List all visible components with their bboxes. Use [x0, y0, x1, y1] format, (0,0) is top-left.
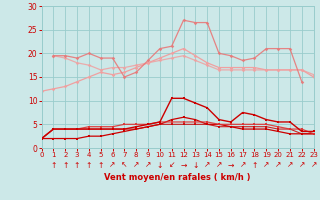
Text: ↗: ↗: [287, 160, 293, 170]
X-axis label: Vent moyen/en rafales ( km/h ): Vent moyen/en rafales ( km/h ): [104, 173, 251, 182]
Text: ↓: ↓: [157, 160, 163, 170]
Text: ↗: ↗: [133, 160, 140, 170]
Text: ↑: ↑: [86, 160, 92, 170]
Text: ↑: ↑: [98, 160, 104, 170]
Text: ↗: ↗: [275, 160, 281, 170]
Text: ↗: ↗: [216, 160, 222, 170]
Text: ↑: ↑: [74, 160, 80, 170]
Text: ↗: ↗: [299, 160, 305, 170]
Text: ↗: ↗: [204, 160, 210, 170]
Text: ↖: ↖: [121, 160, 128, 170]
Text: ↑: ↑: [251, 160, 258, 170]
Text: ↗: ↗: [145, 160, 151, 170]
Text: ↑: ↑: [50, 160, 57, 170]
Text: ↗: ↗: [310, 160, 317, 170]
Text: ↗: ↗: [263, 160, 269, 170]
Text: ↑: ↑: [62, 160, 68, 170]
Text: ↙: ↙: [169, 160, 175, 170]
Text: ↗: ↗: [109, 160, 116, 170]
Text: →: →: [228, 160, 234, 170]
Text: ↗: ↗: [239, 160, 246, 170]
Text: ↓: ↓: [192, 160, 198, 170]
Text: →: →: [180, 160, 187, 170]
